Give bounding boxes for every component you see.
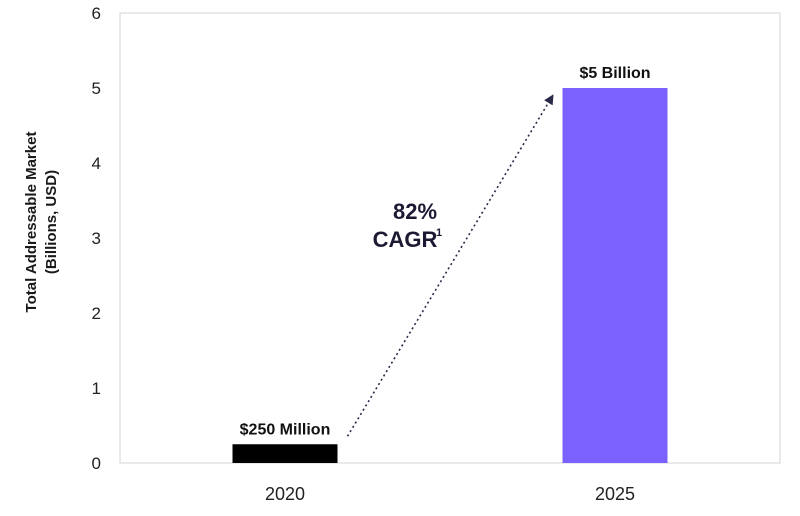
- y-tick-label: 2: [92, 304, 101, 323]
- x-axis-ticks: 2020 2025: [265, 484, 635, 504]
- bars: [232, 88, 668, 463]
- y-tick-label: 0: [92, 454, 101, 473]
- y-axis-ticks: 0 1 2 3 4 5 6: [92, 4, 101, 473]
- y-tick-label: 6: [92, 4, 101, 23]
- y-tick-label: 5: [92, 79, 101, 98]
- bar-2025: [562, 88, 668, 463]
- y-axis-title: Total Addressable Market (Billions, USD): [23, 132, 60, 313]
- x-tick-label: 2025: [595, 484, 635, 504]
- cagr-annotation: 82% CAGR 1: [373, 199, 443, 252]
- data-labels: $250 Million $5 Billion: [240, 65, 651, 438]
- data-label: $5 Billion: [579, 65, 650, 82]
- cagr-percent: 82%: [393, 199, 437, 224]
- y-tick-label: 4: [92, 154, 101, 173]
- x-tick-label: 2020: [265, 484, 305, 504]
- cagr-arrow: [346, 94, 554, 437]
- plot-frame: [119, 12, 781, 464]
- y-axis-title-line-1: Total Addressable Market: [23, 132, 40, 313]
- data-label: $250 Million: [240, 421, 331, 438]
- cagr-label: CAGR: [373, 227, 438, 252]
- y-tick-label: 3: [92, 229, 101, 248]
- y-tick-label: 1: [92, 379, 101, 398]
- cagr-footnote-marker: 1: [436, 227, 442, 239]
- bar-2020: [232, 444, 338, 463]
- y-axis-title-line-2: (Billions, USD): [43, 170, 60, 274]
